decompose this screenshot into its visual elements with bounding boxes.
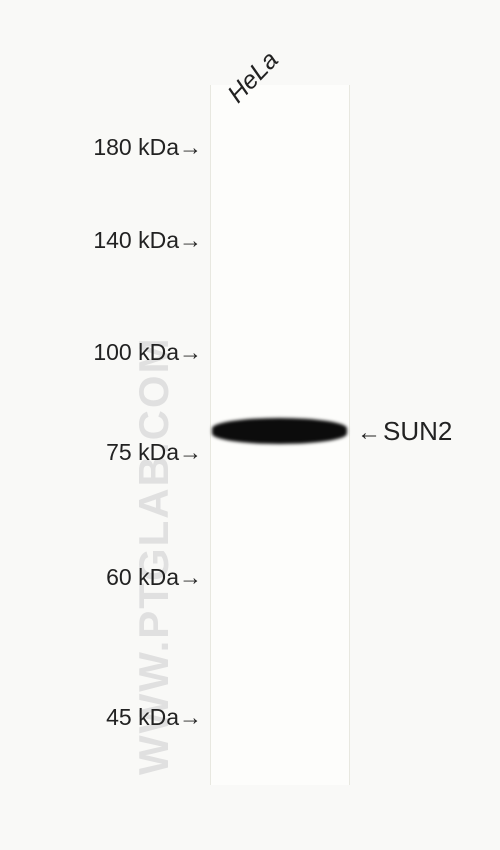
marker-weight-text: 45 kDa	[106, 704, 179, 730]
marker-weight-text: 180 kDa	[93, 134, 179, 160]
target-protein-name: SUN2	[383, 416, 452, 446]
arrow-right-icon: →	[179, 227, 202, 254]
arrow-left-icon: ←	[357, 419, 381, 447]
arrow-right-icon: →	[179, 704, 202, 731]
marker-label: 100 kDa→	[93, 339, 202, 366]
marker-weight-text: 60 kDa	[106, 564, 179, 590]
marker-label: 180 kDa→	[93, 134, 202, 161]
marker-label: 140 kDa→	[93, 227, 202, 254]
blot-figure: WWW.PTGLAB.COM HeLa 180 kDa→140 kDa→100 …	[0, 0, 500, 850]
blot-area: WWW.PTGLAB.COM HeLa 180 kDa→140 kDa→100 …	[0, 0, 500, 850]
arrow-right-icon: →	[179, 439, 202, 466]
target-label: ←SUN2	[357, 416, 452, 447]
arrow-right-icon: →	[179, 339, 202, 366]
marker-label: 60 kDa→	[106, 564, 202, 591]
marker-weight-text: 140 kDa	[93, 227, 179, 253]
protein-band	[212, 418, 347, 444]
marker-label: 75 kDa→	[106, 439, 202, 466]
marker-weight-text: 100 kDa	[93, 339, 179, 365]
marker-weight-text: 75 kDa	[106, 439, 179, 465]
arrow-right-icon: →	[179, 134, 202, 161]
arrow-right-icon: →	[179, 564, 202, 591]
marker-label: 45 kDa→	[106, 704, 202, 731]
